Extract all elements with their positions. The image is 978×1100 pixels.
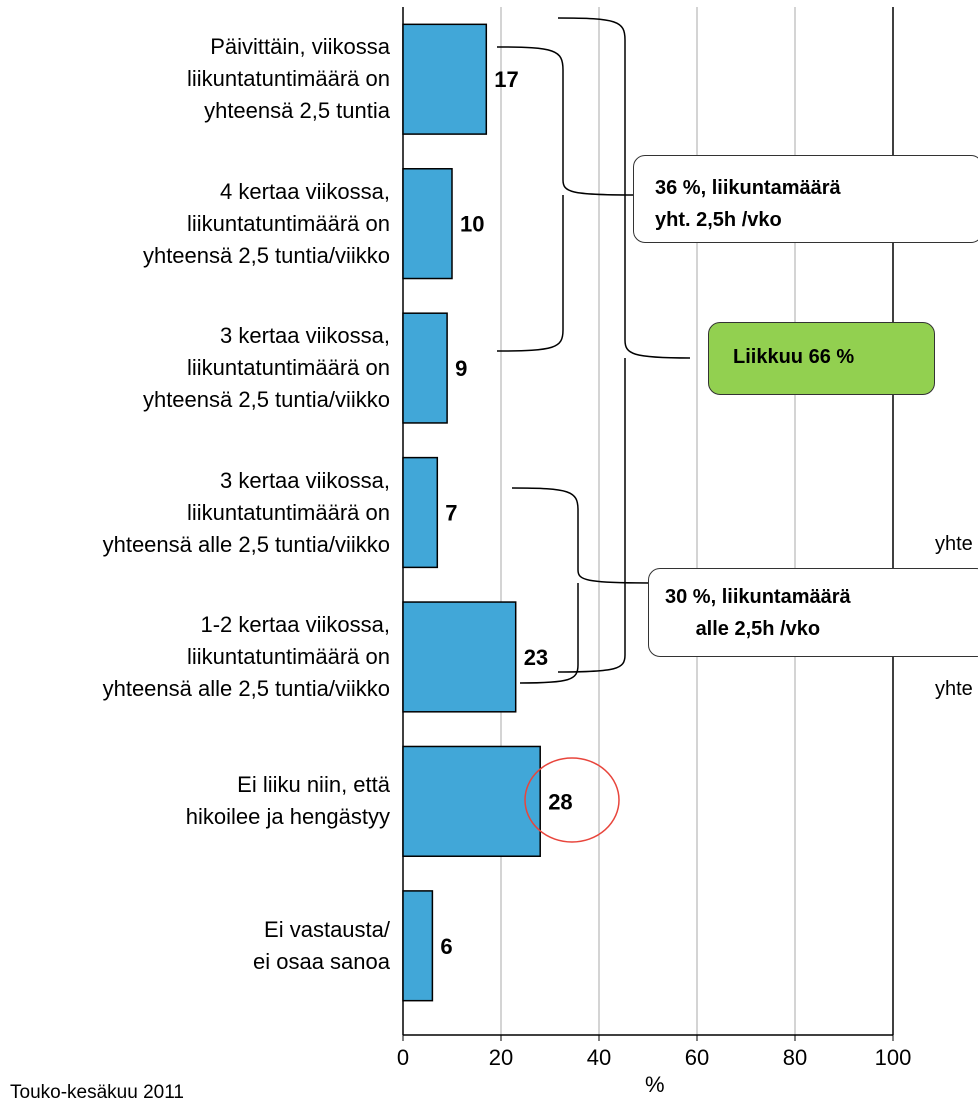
bar <box>402 745 541 857</box>
bar <box>402 890 434 1002</box>
data-label: 17 <box>494 67 518 92</box>
x-tick-label: 100 <box>875 1045 912 1070</box>
annotation: Liikkuu 66 % <box>733 346 855 368</box>
bar <box>402 601 517 713</box>
data-label: 6 <box>440 934 452 959</box>
highlight-circle <box>524 757 620 843</box>
braces <box>496 17 691 684</box>
bar <box>402 168 453 280</box>
y-tick-label: 3 kertaa viikossa, liikuntatuntimäärä on… <box>102 467 390 557</box>
y-tick-label: 3 kertaa viikossa, liikuntatuntimäärä on… <box>142 323 390 413</box>
data-label: 9 <box>455 356 467 381</box>
x-tick-label: 80 <box>783 1045 807 1070</box>
x-tick-label: 20 <box>489 1045 513 1070</box>
x-tick-label: 60 <box>685 1045 709 1070</box>
bar <box>402 312 448 424</box>
annotation: yhte <box>935 533 973 555</box>
callout-box <box>708 322 935 395</box>
bar <box>402 23 488 135</box>
x-axis-label: % <box>645 1072 665 1097</box>
callout-box <box>648 568 978 657</box>
y-tick-label: 1-2 kertaa viikossa, liikuntatuntimäärä … <box>102 611 390 701</box>
data-label: 7 <box>445 501 457 526</box>
x-tick-label: 40 <box>587 1045 611 1070</box>
annotation: yhte <box>935 678 973 700</box>
data-label: 10 <box>460 212 484 237</box>
brace <box>557 17 691 673</box>
y-tick-label: Päivittäin, viikossa liikuntatuntimäärä … <box>186 34 390 124</box>
y-tick-label: Ei liiku niin, että hikoilee ja hengästy… <box>185 772 390 830</box>
data-label: 28 <box>548 789 572 814</box>
brace <box>511 487 651 684</box>
y-tick-label: 4 kertaa viikossa, liikuntatuntimäärä on… <box>142 178 390 268</box>
callout-box <box>633 155 978 243</box>
y-tick-label: Ei vastausta/ ei osaa sanoa <box>253 916 390 974</box>
data-label: 23 <box>524 645 548 670</box>
footnote: Touko-kesäkuu 2011 <box>10 1082 184 1100</box>
annotation: 36 %, liikuntamäärä yht. 2,5h /vko <box>655 177 841 231</box>
bar <box>402 456 439 569</box>
annotation: 30 %, liikuntamäärä alle 2,5h /vko <box>665 586 851 640</box>
x-tick-label: 0 <box>397 1045 409 1070</box>
brace <box>496 46 634 352</box>
